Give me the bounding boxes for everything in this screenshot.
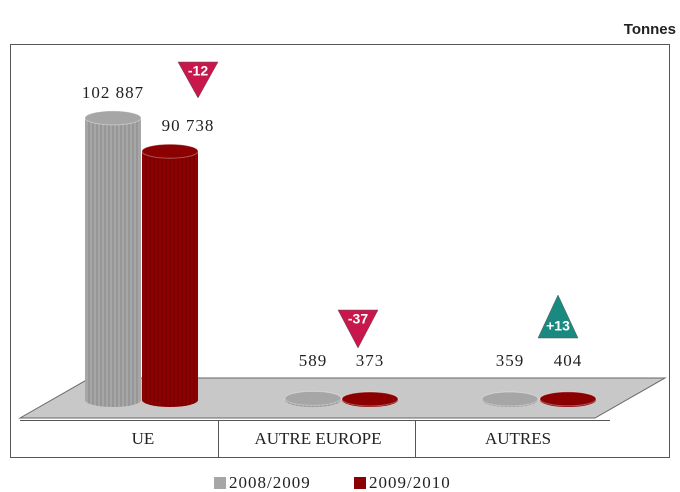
legend-label: 2009/2010 (369, 473, 451, 492)
legend-label: 2008/2009 (229, 473, 311, 492)
legend-swatch (214, 477, 226, 489)
data-label: 589 (299, 351, 328, 370)
data-label: 359 (496, 351, 525, 370)
x-tick-label: UE (132, 429, 155, 448)
change-marker (177, 61, 219, 99)
bar (284, 390, 342, 407)
bar-top (284, 390, 342, 406)
bar-body (85, 117, 141, 400)
legend-swatch (354, 477, 366, 489)
change-label: -37 (348, 311, 368, 327)
change-marker (537, 294, 579, 339)
bar-bottom (85, 393, 141, 407)
bar (341, 391, 399, 407)
bar (481, 391, 539, 407)
data-label: 102 887 (82, 83, 144, 102)
bar (141, 143, 199, 407)
bar-bottom (142, 393, 198, 407)
bar (539, 391, 597, 407)
unit-label: Tonnes (624, 21, 676, 38)
bar-top (141, 143, 199, 159)
change-label: -12 (188, 63, 208, 79)
bar-top (539, 391, 597, 407)
bar (84, 110, 142, 407)
bar-top (84, 110, 142, 126)
change-marker (337, 309, 379, 349)
bar-top (341, 391, 399, 407)
x-tick-label: AUTRES (485, 429, 551, 448)
change-label: +13 (546, 318, 570, 334)
data-label: 373 (356, 351, 385, 370)
bar-top (481, 391, 539, 407)
data-label: 90 738 (162, 116, 215, 135)
x-tick-label: AUTRE EUROPE (254, 429, 381, 448)
bar-body (142, 151, 198, 400)
data-label: 404 (554, 351, 583, 370)
frame (10, 44, 670, 458)
